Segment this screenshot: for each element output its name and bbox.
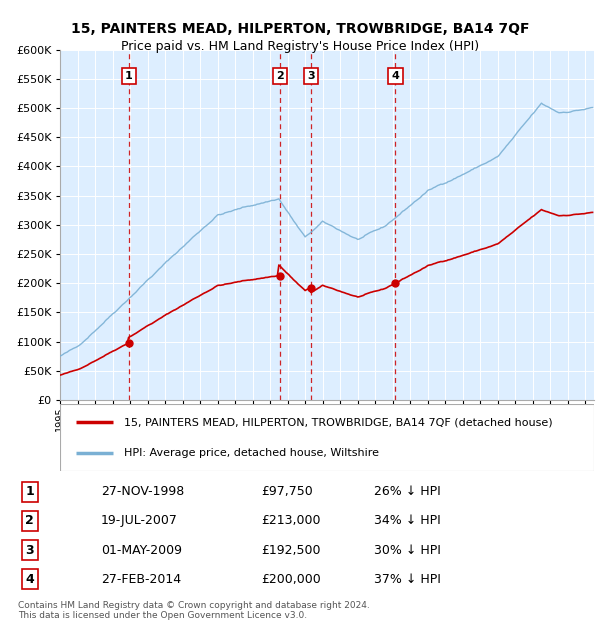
Text: 2: 2 bbox=[25, 515, 34, 528]
FancyBboxPatch shape bbox=[60, 404, 594, 471]
Text: This data is licensed under the Open Government Licence v3.0.: This data is licensed under the Open Gov… bbox=[18, 611, 307, 620]
Text: 19-JUL-2007: 19-JUL-2007 bbox=[101, 515, 178, 528]
Text: 37% ↓ HPI: 37% ↓ HPI bbox=[374, 573, 441, 586]
Text: 3: 3 bbox=[307, 71, 315, 81]
Text: 30% ↓ HPI: 30% ↓ HPI bbox=[374, 544, 441, 557]
Text: HPI: Average price, detached house, Wiltshire: HPI: Average price, detached house, Wilt… bbox=[124, 448, 379, 458]
Text: 1: 1 bbox=[125, 71, 133, 81]
Text: £192,500: £192,500 bbox=[262, 544, 321, 557]
Text: £200,000: £200,000 bbox=[262, 573, 321, 586]
Text: 1: 1 bbox=[25, 485, 34, 498]
Text: £97,750: £97,750 bbox=[262, 485, 313, 498]
Text: 26% ↓ HPI: 26% ↓ HPI bbox=[374, 485, 441, 498]
Text: 15, PAINTERS MEAD, HILPERTON, TROWBRIDGE, BA14 7QF (detached house): 15, PAINTERS MEAD, HILPERTON, TROWBRIDGE… bbox=[124, 417, 553, 427]
Text: 15, PAINTERS MEAD, HILPERTON, TROWBRIDGE, BA14 7QF: 15, PAINTERS MEAD, HILPERTON, TROWBRIDGE… bbox=[71, 22, 529, 36]
Text: 4: 4 bbox=[392, 71, 400, 81]
Text: 2: 2 bbox=[275, 71, 283, 81]
Text: 01-MAY-2009: 01-MAY-2009 bbox=[101, 544, 182, 557]
Text: 34% ↓ HPI: 34% ↓ HPI bbox=[374, 515, 441, 528]
Text: 27-NOV-1998: 27-NOV-1998 bbox=[101, 485, 184, 498]
Text: Price paid vs. HM Land Registry's House Price Index (HPI): Price paid vs. HM Land Registry's House … bbox=[121, 40, 479, 53]
Text: 4: 4 bbox=[25, 573, 34, 586]
Text: Contains HM Land Registry data © Crown copyright and database right 2024.: Contains HM Land Registry data © Crown c… bbox=[18, 601, 370, 610]
Text: 27-FEB-2014: 27-FEB-2014 bbox=[101, 573, 181, 586]
Text: £213,000: £213,000 bbox=[262, 515, 321, 528]
Text: 3: 3 bbox=[25, 544, 34, 557]
